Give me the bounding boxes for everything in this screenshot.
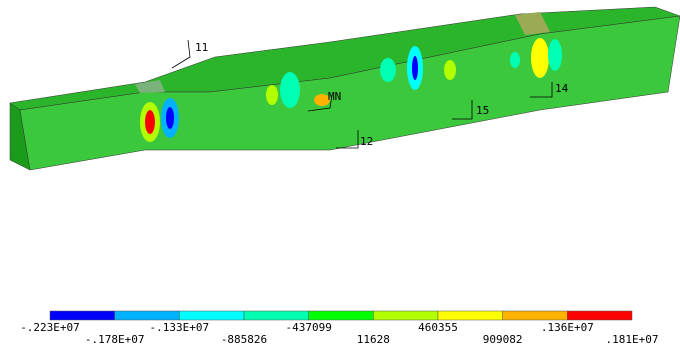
legend-label: -.133E+07 [150,321,210,334]
contour [444,60,456,80]
legend-swatch [309,311,374,320]
legend-label: .136E+07 [541,321,594,334]
legend-label: -.223E+07 [20,321,80,334]
legend-swatch [567,311,632,320]
leader [172,40,190,68]
contour [266,85,278,105]
node-label: 11 [195,41,208,54]
node-label: 15 [476,104,489,117]
legend-swatch [50,311,115,320]
legend-label: -.178E+07 [85,333,145,346]
contour [548,39,562,71]
node-label: 14 [555,82,569,95]
legend-swatch [503,311,568,320]
band [135,80,165,93]
node-label: 12 [360,135,373,148]
fea-plot: 11 12 14 15 MN -.223E+07 -.178E+07 -.133E+… [0,0,680,347]
contour [412,56,418,80]
legend-swatch [244,311,309,320]
legend-swatch [373,311,438,320]
contour [145,110,155,134]
contour [531,38,549,78]
legend-label: 460355 [418,321,458,334]
contour [280,72,300,108]
legend-label: -437099 [285,321,331,334]
legend-swatch [115,311,180,320]
beam [10,7,680,170]
legend: -.223E+07 -.178E+07 -.133E+07 -885826 -43709… [20,311,658,346]
legend-label: .181E+07 [606,333,659,346]
contour [380,58,396,82]
legend-label: 909082 [483,333,523,346]
min-label: MN [328,90,341,103]
contour [166,107,174,129]
legend-label: 11628 [357,333,390,346]
legend-swatch [179,311,244,320]
contour [510,52,520,68]
legend-label: -885826 [221,333,267,346]
legend-swatch [438,311,503,320]
